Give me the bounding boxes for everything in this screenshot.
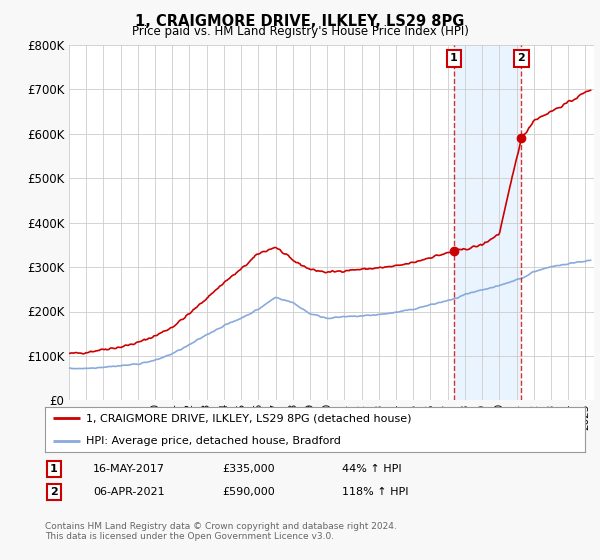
Text: 1, CRAIGMORE DRIVE, ILKLEY, LS29 8PG: 1, CRAIGMORE DRIVE, ILKLEY, LS29 8PG [136,14,464,29]
Text: Price paid vs. HM Land Registry's House Price Index (HPI): Price paid vs. HM Land Registry's House … [131,25,469,38]
Text: £335,000: £335,000 [222,464,275,474]
Text: 06-APR-2021: 06-APR-2021 [93,487,164,497]
Text: 44% ↑ HPI: 44% ↑ HPI [342,464,401,474]
Text: 16-MAY-2017: 16-MAY-2017 [93,464,165,474]
Text: £590,000: £590,000 [222,487,275,497]
Text: 1, CRAIGMORE DRIVE, ILKLEY, LS29 8PG (detached house): 1, CRAIGMORE DRIVE, ILKLEY, LS29 8PG (de… [86,413,411,423]
Text: 1: 1 [50,464,58,474]
Text: Contains HM Land Registry data © Crown copyright and database right 2024.
This d: Contains HM Land Registry data © Crown c… [45,522,397,542]
Text: 2: 2 [517,53,525,63]
Text: 118% ↑ HPI: 118% ↑ HPI [342,487,409,497]
Bar [454,45,521,400]
Text: HPI: Average price, detached house, Bradford: HPI: Average price, detached house, Brad… [86,436,340,446]
Text: 2: 2 [50,487,58,497]
Text: 1: 1 [450,53,458,63]
